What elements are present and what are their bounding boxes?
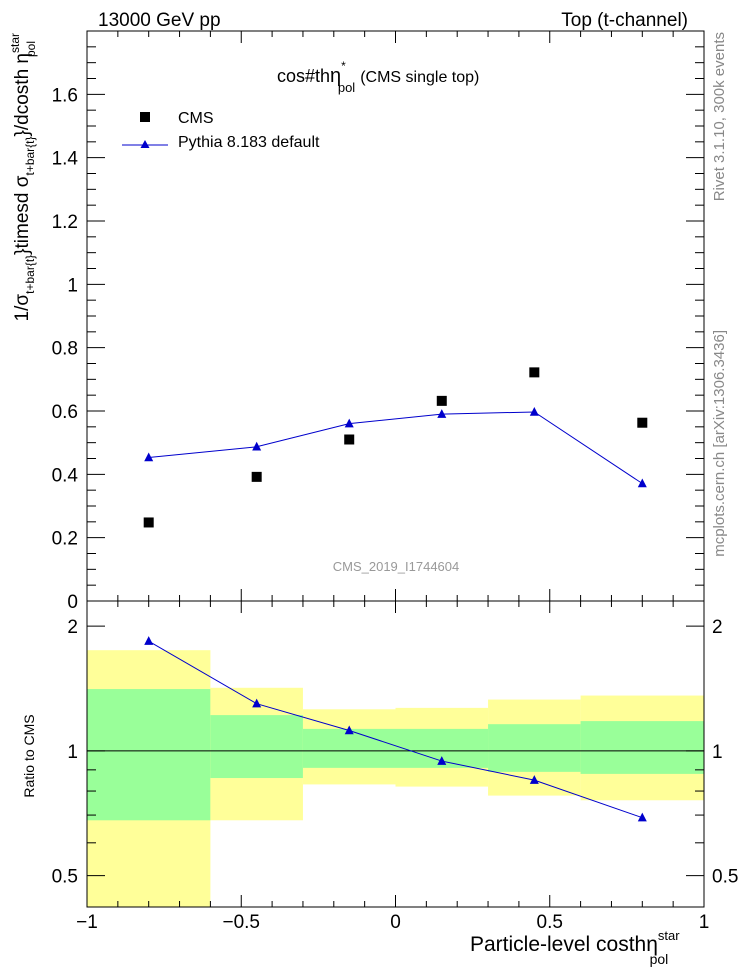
mc-point bbox=[252, 441, 262, 451]
legend-mc-marker bbox=[140, 140, 150, 148]
ratio-inner-band bbox=[210, 715, 303, 779]
analysis-watermark: CMS_2019_I1744604 bbox=[333, 559, 460, 574]
ratio-mc-point bbox=[144, 636, 154, 645]
ratio-inner-band bbox=[87, 689, 211, 821]
ratio-inner-band bbox=[580, 721, 704, 774]
ratio-mc-point bbox=[529, 775, 539, 784]
cms-data-point bbox=[251, 471, 262, 482]
x-tick-label: 0 bbox=[390, 912, 401, 933]
rivet-label: Rivet 3.1.10, 300k events bbox=[711, 32, 728, 201]
x-tick-label: −0.5 bbox=[222, 912, 260, 933]
x-tick-label: −1 bbox=[76, 912, 98, 933]
ratio-mc-point bbox=[344, 725, 354, 735]
ratio-y-tick-label-right: 2 bbox=[712, 617, 723, 638]
main-y-tick-label: 0.6 bbox=[52, 402, 78, 423]
ratio-inner-band bbox=[302, 728, 396, 768]
mc-point bbox=[637, 478, 647, 488]
ratio-y-tick-label-left: 2 bbox=[67, 617, 78, 638]
ratio-mc-line bbox=[148, 640, 643, 819]
ratio-y-tick-label-right: 0.5 bbox=[712, 867, 738, 888]
ratio-mc-point bbox=[437, 756, 447, 765]
main-y-label: 1/σt+bar{t}}timesd σt+bar{t}}/dcosth ηst… bbox=[8, 33, 38, 321]
ratio-panel: −1 −0.5 0 0.5 1 0.5 0.5 1 1 2 2 Ratio to CMS Parti… bbox=[21, 600, 738, 967]
cms-data-point bbox=[143, 517, 154, 528]
mc-point bbox=[529, 406, 539, 416]
mc-line bbox=[148, 411, 643, 484]
ratio-inner-band bbox=[488, 724, 581, 772]
main-y-tick-label: 1.6 bbox=[52, 85, 78, 106]
legend: CMS Pythia 8.183 default bbox=[122, 110, 320, 151]
main-y-tick-label: 0.4 bbox=[52, 465, 79, 486]
main-panel: 0 0.2 0.4 0.6 0.8 1 1.2 1.4 1.6 cos#thη* pol(CMS … bbox=[8, 30, 705, 613]
header-right: Top (t-channel) bbox=[561, 10, 688, 31]
legend-cms-marker bbox=[140, 112, 150, 122]
legend-cms-label: CMS bbox=[178, 110, 214, 127]
main-y-tick-label: 0 bbox=[67, 592, 78, 613]
ratio-mc-point bbox=[637, 812, 647, 822]
cms-data-point bbox=[436, 395, 447, 406]
main-y-tick-label: 1.2 bbox=[52, 212, 78, 233]
ratio-mc-point bbox=[252, 698, 262, 708]
mc-point bbox=[437, 409, 447, 418]
main-y-tick-label: 0.8 bbox=[52, 339, 78, 360]
mcplots-label: mcplots.cern.ch [arXiv:1306.3436] bbox=[711, 330, 728, 557]
cms-data-point bbox=[529, 367, 540, 378]
main-y-tick-label: 1 bbox=[67, 275, 78, 296]
ratio-y-label: Ratio to CMS bbox=[21, 714, 37, 797]
mc-point bbox=[344, 418, 354, 428]
ratio-y-tick-label-right: 1 bbox=[712, 742, 723, 763]
mc-point bbox=[144, 452, 154, 462]
ratio-y-tick-label-left: 0.5 bbox=[52, 867, 78, 888]
ratio-y-tick-label-left: 1 bbox=[67, 742, 78, 763]
cms-data-point bbox=[637, 417, 648, 428]
main-y-tick-label: 0.2 bbox=[52, 529, 78, 550]
legend-mc-label: Pythia 8.183 default bbox=[178, 134, 320, 151]
x-axis-label: Particle-level costhηstar pol bbox=[470, 928, 680, 967]
plot-title: cos#thη* pol(CMS single top) bbox=[277, 59, 479, 95]
header-left: 13000 GeV pp bbox=[98, 10, 221, 31]
main-y-tick-label: 1.4 bbox=[52, 149, 79, 170]
x-tick-label: 1 bbox=[699, 912, 710, 933]
cms-data-point bbox=[344, 434, 355, 445]
x-tick-label: 0.5 bbox=[537, 912, 563, 933]
